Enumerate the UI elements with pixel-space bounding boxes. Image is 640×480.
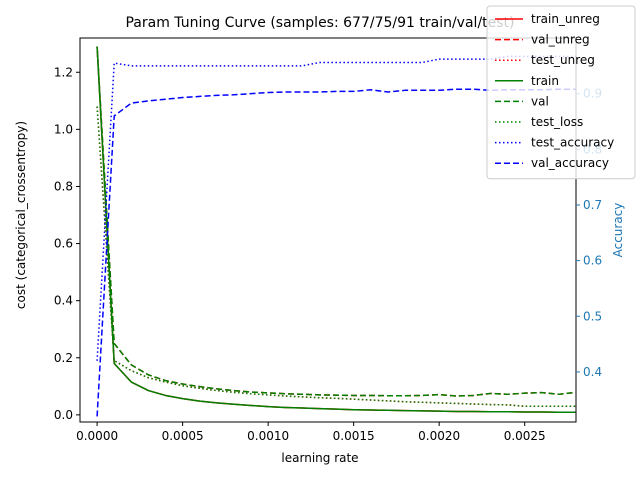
y-tick-label: 0.6 — [54, 237, 73, 251]
y2-tick-label: 0.5 — [583, 309, 602, 323]
x-tick-label: 0.0005 — [162, 429, 204, 443]
legend-label: train_unreg — [531, 12, 600, 26]
chart-title: Param Tuning Curve (samples: 677/75/91 t… — [125, 15, 514, 31]
y-tick-label: 0.8 — [54, 179, 73, 193]
series-line-val — [96, 46, 576, 397]
plot-frame — [79, 37, 577, 423]
y2-tick-label: 0.7 — [583, 198, 602, 212]
x-tick-label: 0.0010 — [247, 429, 289, 443]
x-tick-label: 0.0020 — [418, 429, 460, 443]
y-tick-label: 0.0 — [54, 408, 73, 422]
y-tick-label: 1.2 — [54, 65, 73, 79]
y2-tick-label: 0.6 — [583, 254, 602, 268]
legend-box — [486, 5, 636, 180]
legend-label: test_accuracy — [531, 136, 614, 150]
y-tick-label: 0.4 — [54, 294, 73, 308]
legend-label: val — [531, 94, 549, 108]
y2-tick-label: 0.4 — [583, 365, 602, 379]
legend-label: train — [531, 74, 559, 88]
series-line-train — [96, 46, 576, 414]
legend-label: test_unreg — [531, 53, 595, 67]
legend-label: test_loss — [531, 115, 583, 129]
x-tick-label: 0.0000 — [76, 429, 118, 443]
y-tick-label: 0.2 — [54, 351, 73, 365]
y2-axis-label: Accuracy — [611, 203, 625, 258]
legend-label: val_accuracy — [531, 156, 609, 170]
x-tick-label: 0.0015 — [333, 429, 375, 443]
x-axis-label: learning rate — [281, 451, 358, 465]
y-tick-label: 1.0 — [54, 122, 73, 136]
x-tick-label: 0.0025 — [504, 429, 546, 443]
legend-label: val_unreg — [531, 33, 590, 47]
y-axis-label: cost (categorical_crossentropy) — [14, 121, 28, 309]
